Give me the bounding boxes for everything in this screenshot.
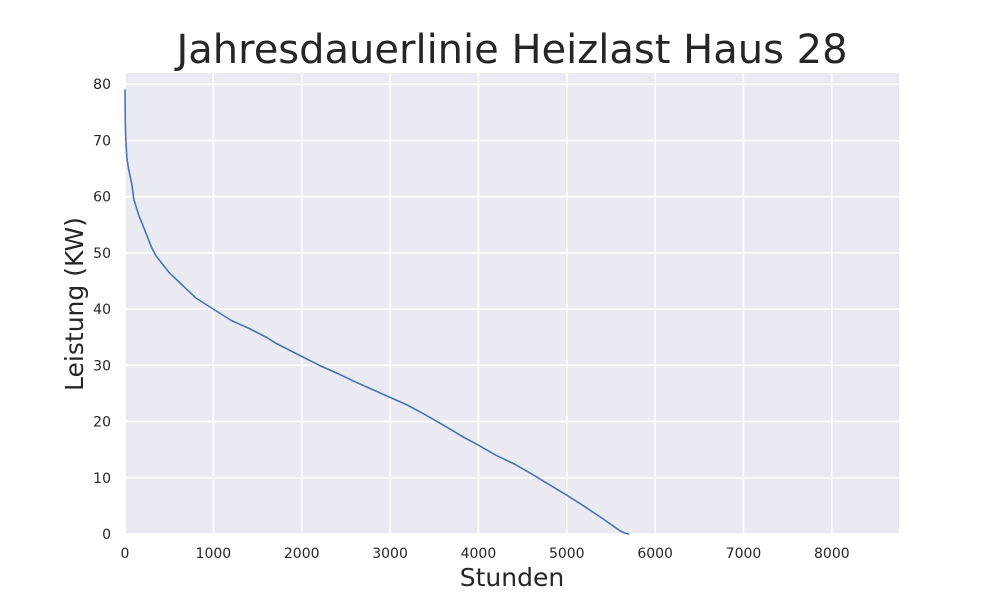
x-tick-label: 0 (121, 546, 130, 562)
y-tick-label: 0 (102, 527, 111, 543)
grid-lines (124, 73, 899, 535)
series-line (124, 89, 630, 535)
y-tick-label: 70 (93, 133, 111, 149)
plot-background (125, 73, 899, 534)
x-tick-label: 5000 (549, 546, 585, 562)
series-layer (124, 89, 630, 535)
x-tick-label: 6000 (637, 546, 673, 562)
y-tick-label: 20 (93, 415, 111, 431)
x-tick-label: 2000 (284, 546, 320, 562)
y-axis-label: Leistung (KW) (60, 217, 89, 391)
x-tick-label: 8000 (814, 546, 850, 562)
y-tick-label: 80 (93, 77, 111, 93)
x-tick-label: 4000 (461, 546, 497, 562)
x-tick-label: 7000 (726, 546, 762, 562)
x-axis-label: Stunden (460, 563, 564, 592)
y-tick-label: 40 (93, 302, 111, 318)
tick-labels: 0 1000 2000 3000 4000 5000 6000 7000 8000 0 10 20 30… (93, 77, 849, 562)
x-tick-label: 1000 (196, 546, 232, 562)
y-tick-label: 50 (93, 246, 111, 262)
y-tick-label: 10 (93, 471, 111, 487)
chart-title: Jahresdauerlinie Heizlast Haus 28 (173, 27, 847, 73)
y-tick-label: 60 (93, 190, 111, 206)
x-tick-label: 3000 (372, 546, 408, 562)
y-tick-label: 30 (93, 358, 111, 374)
